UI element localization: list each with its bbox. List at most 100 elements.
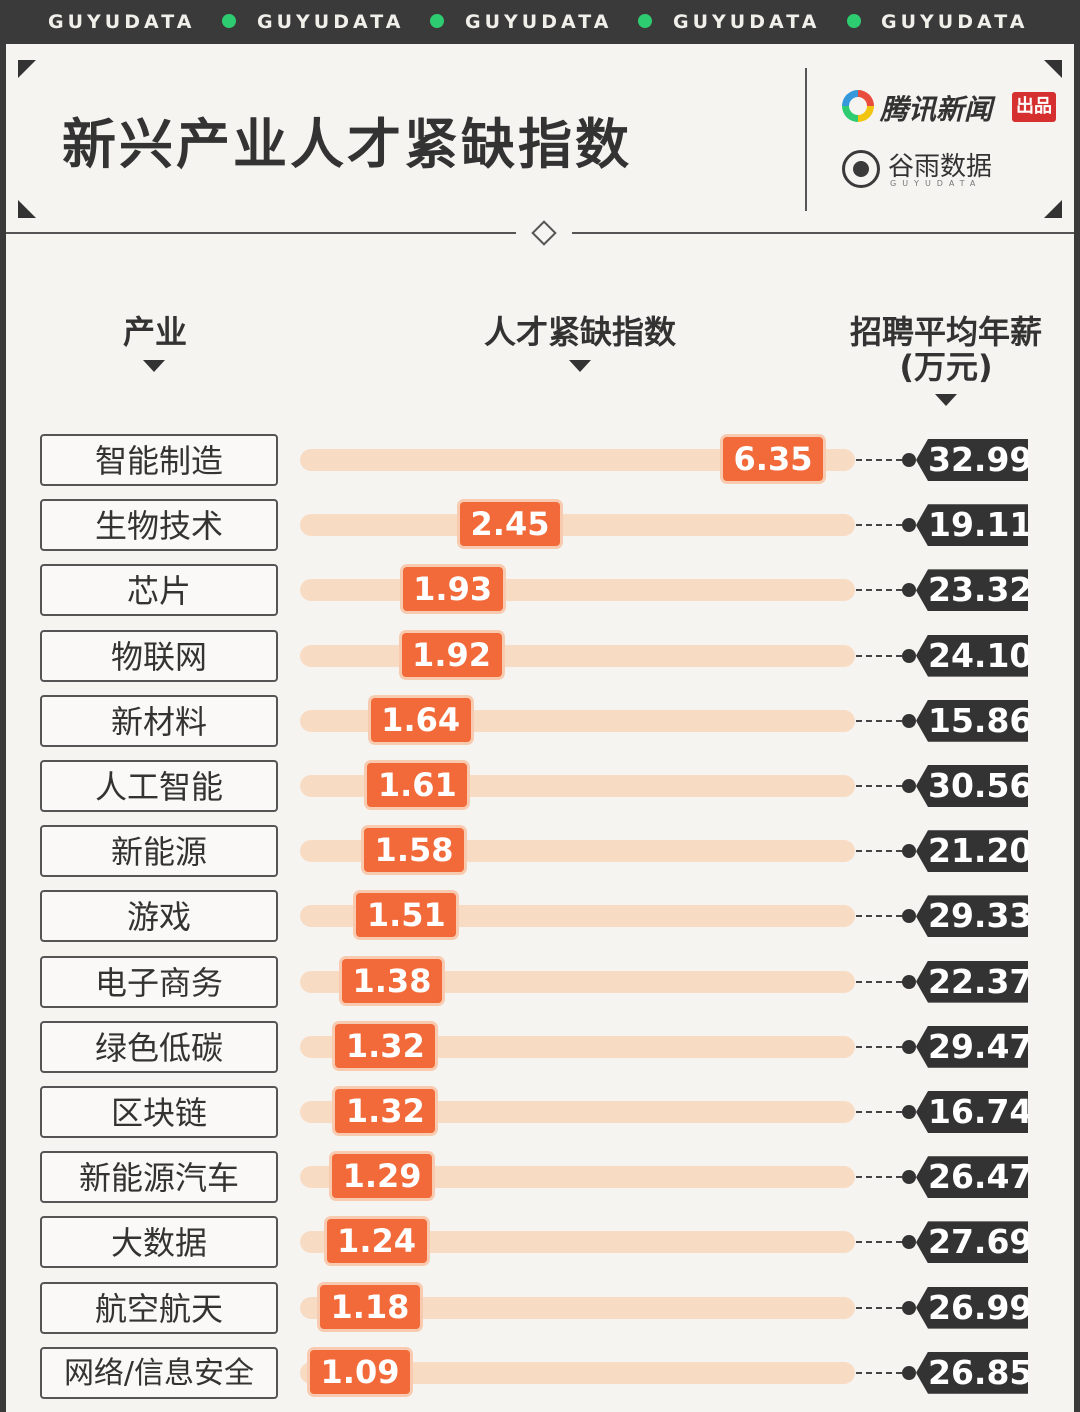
chart-row: 区块链 1.32 16.74 xyxy=(0,1086,1080,1142)
chart-row: 芯片 1.93 23.32 xyxy=(0,564,1080,620)
connector-line xyxy=(856,915,902,918)
connector-dot-icon xyxy=(902,974,916,989)
connector-line xyxy=(856,524,902,527)
salary-tag: 26.47 xyxy=(916,1156,1028,1199)
chart-row: 航空航天 1.18 26.99 xyxy=(0,1281,1080,1338)
salary-tag: 32.99 xyxy=(916,439,1028,481)
watermark-text: GUYUDATA xyxy=(881,11,1029,33)
corner-mark-icon xyxy=(1044,60,1062,78)
bar-track xyxy=(300,1101,855,1123)
chart-row: 新能源 1.58 21.20 xyxy=(0,825,1080,881)
corner-mark-icon xyxy=(1044,200,1062,218)
guyu-logo-icon xyxy=(842,150,880,188)
index-bar-label: 1.18 xyxy=(319,1284,420,1329)
chart-row: 新材料 1.64 15.86 xyxy=(0,694,1080,751)
connector-dot-icon xyxy=(902,1105,916,1119)
tencent-news-brand: 腾讯新闻 xyxy=(880,93,993,126)
chart-row: 智能制造 6.35 32.99 xyxy=(0,434,1080,490)
industry-label: 游戏 xyxy=(40,890,278,943)
watermark-dot-icon xyxy=(430,14,444,28)
salary-tag: 23.32 xyxy=(916,569,1028,612)
connector-line xyxy=(856,980,902,983)
column-header-salary: 招聘平均年薪 xyxy=(849,313,1042,351)
index-bar-label: 1.92 xyxy=(401,632,502,677)
bar-track xyxy=(300,644,855,667)
watermark-dot-icon xyxy=(638,14,652,28)
connector-dot-icon xyxy=(902,909,916,924)
bar-track xyxy=(300,1035,855,1058)
watermark-dot-icon xyxy=(847,14,861,28)
index-bar-label: 1.32 xyxy=(335,1089,436,1133)
chart-row: 人工智能 1.61 30.56 xyxy=(0,760,1080,816)
bar-track xyxy=(300,514,855,537)
watermark-text: GUYUDATA xyxy=(465,11,613,33)
connector-dot-icon xyxy=(902,518,916,533)
connector-line xyxy=(856,1045,902,1048)
index-bar-label: 1.61 xyxy=(367,763,468,807)
salary-tag: 15.86 xyxy=(916,699,1028,742)
chart-row: 电子商务 1.38 22.37 xyxy=(0,955,1080,1012)
divider-line xyxy=(572,232,1074,234)
connector-line xyxy=(856,719,902,722)
column-header-industry: 产业 xyxy=(122,313,187,351)
connector-line xyxy=(856,1371,902,1374)
header-divider xyxy=(805,68,807,211)
industry-label: 人工智能 xyxy=(40,760,278,812)
watermark-text: GUYUDATA xyxy=(257,11,405,33)
industry-label: 电子商务 xyxy=(40,955,278,1008)
index-bar-label: 2.45 xyxy=(460,502,560,547)
index-bar-label: 1.93 xyxy=(402,567,503,612)
industry-label: 区块链 xyxy=(40,1086,278,1138)
tencent-news-tag: 出品 xyxy=(1012,92,1056,122)
connector-dot-icon xyxy=(902,1235,916,1250)
bar-track xyxy=(300,579,855,602)
industry-label: 网络/信息安全 xyxy=(40,1346,278,1399)
salary-tag: 21.20 xyxy=(916,830,1028,873)
industry-label: 新能源汽车 xyxy=(40,1151,278,1204)
connector-dot-icon xyxy=(902,1300,916,1315)
salary-tag: 27.69 xyxy=(916,1221,1028,1264)
tencent-news-logo-icon xyxy=(842,90,874,122)
chevron-down-icon xyxy=(569,360,591,372)
connector-line xyxy=(856,459,902,461)
connector-line xyxy=(856,1241,902,1244)
connector-line xyxy=(856,850,902,853)
chart-row: 大数据 1.24 27.69 xyxy=(0,1216,1080,1272)
industry-label: 生物技术 xyxy=(40,499,278,552)
column-header-salary-unit: (万元) xyxy=(899,348,993,386)
index-bar-label: 1.29 xyxy=(332,1154,433,1199)
index-bar-label: 1.24 xyxy=(326,1219,427,1264)
industry-label: 芯片 xyxy=(40,564,278,617)
connector-dot-icon xyxy=(902,1170,916,1185)
column-header-index: 人才紧缺指数 xyxy=(483,313,676,351)
index-bar-label: 1.09 xyxy=(310,1349,410,1394)
salary-tag: 24.10 xyxy=(916,634,1028,677)
bar-track xyxy=(300,1231,855,1254)
industry-label: 大数据 xyxy=(40,1216,278,1269)
guyu-brand-sub: GUYUDATA xyxy=(890,179,982,188)
index-bar-label: 1.38 xyxy=(341,958,442,1003)
divider-line xyxy=(6,232,516,234)
index-bar-label: 6.35 xyxy=(723,437,823,481)
chevron-down-icon xyxy=(935,394,957,406)
connector-dot-icon xyxy=(902,844,916,859)
watermark-bar: GUYUDATA GUYUDATA GUYUDATA GUYUDATA GUYU… xyxy=(0,0,1080,44)
chart-row: 网络/信息安全 1.09 26.85 xyxy=(0,1346,1080,1403)
chart-row: 生物技术 2.45 19.11 xyxy=(0,499,1080,555)
index-bar-label: 1.51 xyxy=(356,893,457,938)
salary-tag: 29.47 xyxy=(916,1025,1028,1068)
connector-dot-icon xyxy=(902,713,916,728)
watermark-text: GUYUDATA xyxy=(673,11,821,33)
bar-track xyxy=(300,1296,855,1319)
connector-line xyxy=(856,1306,902,1309)
industry-label: 新能源 xyxy=(40,825,278,878)
connector-line xyxy=(856,1111,902,1113)
index-bar-label: 1.58 xyxy=(364,828,465,873)
connector-line xyxy=(856,1176,902,1179)
corner-mark-icon xyxy=(18,200,36,218)
connector-dot-icon xyxy=(902,1039,916,1054)
salary-tag: 29.33 xyxy=(916,895,1028,938)
chevron-down-icon xyxy=(143,360,165,372)
connector-dot-icon xyxy=(902,648,916,663)
